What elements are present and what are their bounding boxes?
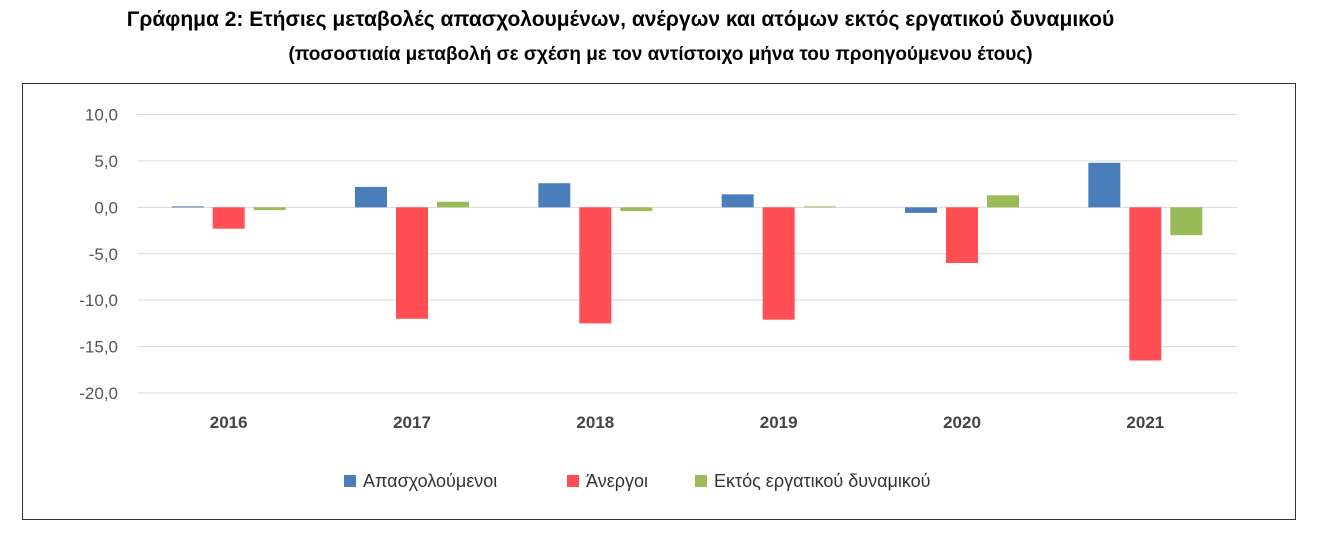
- legend-label: Απασχολούμενοι: [363, 471, 497, 491]
- bar: [538, 183, 571, 208]
- y-tick-label: -5,0: [89, 245, 118, 264]
- x-tick-label: 2020: [943, 413, 981, 432]
- legend-swatch: [567, 475, 579, 487]
- y-tick-label: -15,0: [79, 338, 118, 357]
- bar: [355, 186, 387, 208]
- x-tick-label: 2018: [576, 413, 614, 432]
- bar: [437, 201, 469, 208]
- chart-subtitle: (ποσοστιαία μεταβολή σε σχέση με τον αντ…: [288, 44, 1033, 65]
- legend-label: Άνεργοι: [586, 471, 648, 491]
- x-tick-label: 2016: [210, 413, 248, 432]
- y-tick-label: 5,0: [94, 152, 118, 171]
- bar: [253, 207, 286, 211]
- chart-frame: [22, 83, 1296, 520]
- bar: [620, 207, 653, 212]
- legend-swatch: [344, 475, 356, 487]
- legend-swatch: [695, 475, 707, 487]
- x-tick-label: 2017: [393, 413, 431, 432]
- bar: [721, 194, 754, 208]
- legend-label: Εκτός εργατικού δυναμικού: [714, 471, 931, 491]
- bar: [987, 195, 1019, 208]
- bar: [1088, 162, 1121, 208]
- x-tick-label: 2021: [1126, 413, 1164, 432]
- bar: [946, 207, 978, 264]
- bar: [212, 207, 245, 229]
- bar: [905, 207, 937, 213]
- bar: [579, 207, 612, 324]
- y-tick-label: 10,0: [85, 106, 118, 125]
- bar: [803, 206, 836, 208]
- y-tick-label: 0,0: [94, 198, 118, 217]
- chart-title: Γράφημα 2: Ετήσιες μεταβολές απασχολουμέ…: [126, 8, 1115, 31]
- bar: [1129, 207, 1162, 361]
- bar: [762, 207, 795, 320]
- y-tick-label: -10,0: [79, 291, 118, 310]
- bar: [396, 207, 428, 319]
- x-tick-label: 2019: [760, 413, 798, 432]
- bar: [171, 206, 204, 208]
- bar: [1170, 207, 1203, 236]
- y-tick-label: -20,0: [79, 384, 118, 403]
